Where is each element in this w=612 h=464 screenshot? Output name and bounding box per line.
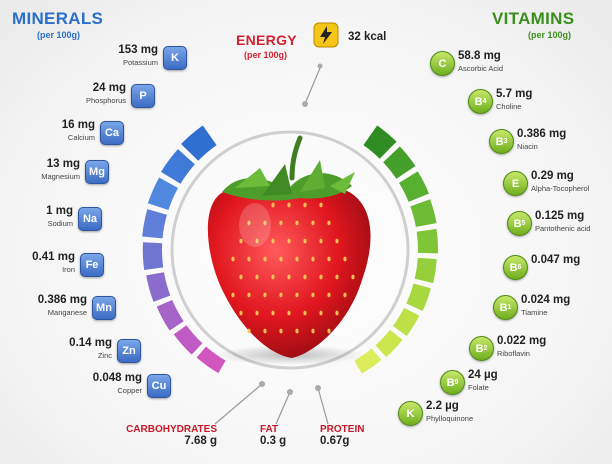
mineral-symbol-badge: Zn (117, 339, 141, 363)
mineral-amount: 16 mg (61, 119, 95, 131)
arc-segment (181, 125, 217, 161)
arc-segment (416, 228, 438, 254)
mineral-name: Manganese (47, 308, 87, 317)
vitamin-amount: 24 µg (468, 369, 498, 381)
mineral-symbol-badge: Mg (85, 160, 109, 184)
inner-ring-circle (170, 130, 410, 370)
arc-segment (161, 149, 195, 184)
arc-segment (363, 125, 397, 159)
macro-name: FAT (260, 424, 279, 435)
strawberry-illustration (207, 135, 371, 365)
vitamin-amount: 0.29 mg (531, 170, 574, 182)
vitamin-symbol-badge: K (398, 401, 423, 426)
arc-segment (383, 146, 416, 179)
macro-value: 0.67g (320, 435, 350, 447)
vitamin-amount: 0.125 mg (535, 210, 585, 222)
arc-segment (173, 325, 203, 355)
arc-segment (393, 307, 420, 337)
vitamin-name: Ascorbic Acid (458, 64, 504, 73)
macro-value: 7.68 g (184, 435, 217, 447)
vitamin-name: Choline (496, 102, 522, 111)
mineral-amount: 1 mg (46, 205, 73, 217)
macro-name: PROTEIN (320, 424, 365, 435)
vitamin-amount: 58.8 mg (458, 50, 501, 62)
minerals-title: MINERALS (12, 9, 104, 28)
macro-name: CARBOHYDRATES (126, 424, 217, 435)
energy-title: ENERGY (236, 32, 297, 48)
vitamin-name: Folate (468, 383, 489, 392)
mineral-name: Phosphorus (85, 96, 126, 105)
vitamin-name: Alpha-Tocopherol (531, 184, 590, 193)
mineral-symbol-badge: Ca (100, 121, 124, 145)
arc-segment (399, 171, 429, 202)
mineral-amount: 0.048 mg (92, 372, 142, 384)
vitamins-title: VITAMINS (492, 9, 575, 28)
mineral-name: Zinc (97, 351, 112, 360)
arc-segment (410, 199, 437, 227)
vitamin-amount: 2.2 µg (426, 400, 459, 412)
mineral-name: Calcium (67, 133, 95, 142)
vitamin-amount: 0.022 mg (497, 335, 547, 347)
inner-ring (170, 130, 410, 370)
mineral-arcs (142, 125, 226, 374)
arc-segment (406, 283, 431, 312)
vitamin-amount: 0.047 mg (531, 254, 581, 266)
mineral-name: Potassium (122, 58, 158, 67)
energy-value: 32 kcal (348, 31, 387, 43)
arc-segment (142, 209, 167, 239)
vitamin-name: Pantothenic acid (535, 224, 591, 233)
vitamin-name: Phylloquinone (426, 414, 474, 423)
mineral-name: Sodium (47, 219, 73, 228)
arc-segment (146, 272, 171, 302)
mineral-name: Iron (62, 265, 75, 274)
mineral-amount: 13 mg (46, 158, 80, 170)
mineral-amount: 24 mg (92, 82, 126, 94)
lightning-icon (313, 22, 339, 48)
mineral-symbol-badge: P (131, 84, 155, 108)
mineral-amount: 0.41 mg (32, 251, 75, 263)
arc-segment (196, 346, 226, 374)
vitamin-name: Tiamine (521, 308, 548, 317)
arc-segment (354, 348, 382, 374)
mineral-name: Copper (117, 386, 142, 395)
energy-subtitle: (per 100g) (244, 50, 288, 60)
minerals-subtitle: (per 100g) (37, 30, 81, 40)
vitamin-name: Niacin (517, 142, 538, 151)
macro-value: 0.3 g (260, 435, 287, 447)
mineral-name: Magnesium (41, 172, 80, 181)
macro-fat: FAT 0.3 g (260, 424, 286, 447)
vitamin-name: Riboflavin (497, 349, 530, 358)
vitamin-arcs (354, 125, 438, 374)
vitamin-amount: 0.386 mg (517, 128, 567, 140)
mineral-amount: 153 mg (118, 44, 158, 56)
vitamin-amount: 5.7 mg (496, 88, 533, 100)
arc-segment (156, 300, 184, 331)
vitamins-subtitle: (per 100g) (528, 30, 572, 40)
mineral-symbol-badge: Na (78, 207, 102, 231)
mineral-amount: 0.386 mg (37, 294, 87, 306)
arc-segment (414, 257, 437, 284)
vitamin-symbol-badge: E (503, 171, 528, 196)
arc-segment (147, 177, 179, 211)
mineral-symbol-badge: K (163, 46, 187, 70)
mineral-symbol-badge: Cu (147, 374, 171, 398)
macro-carbohydrates: CARBOHYDRATES 7.68 g (117, 424, 217, 447)
vitamin-amount: 0.024 mg (521, 294, 571, 306)
mineral-symbol-badge: Mn (92, 296, 116, 320)
arc-segment (142, 242, 164, 270)
mineral-symbol-badge: Fe (80, 253, 104, 277)
macro-protein: PROTEIN 0.67g (320, 424, 364, 447)
arc-segment (375, 329, 403, 358)
vitamin-symbol-badge: C (430, 51, 455, 76)
mineral-amount: 0.14 mg (69, 337, 112, 349)
